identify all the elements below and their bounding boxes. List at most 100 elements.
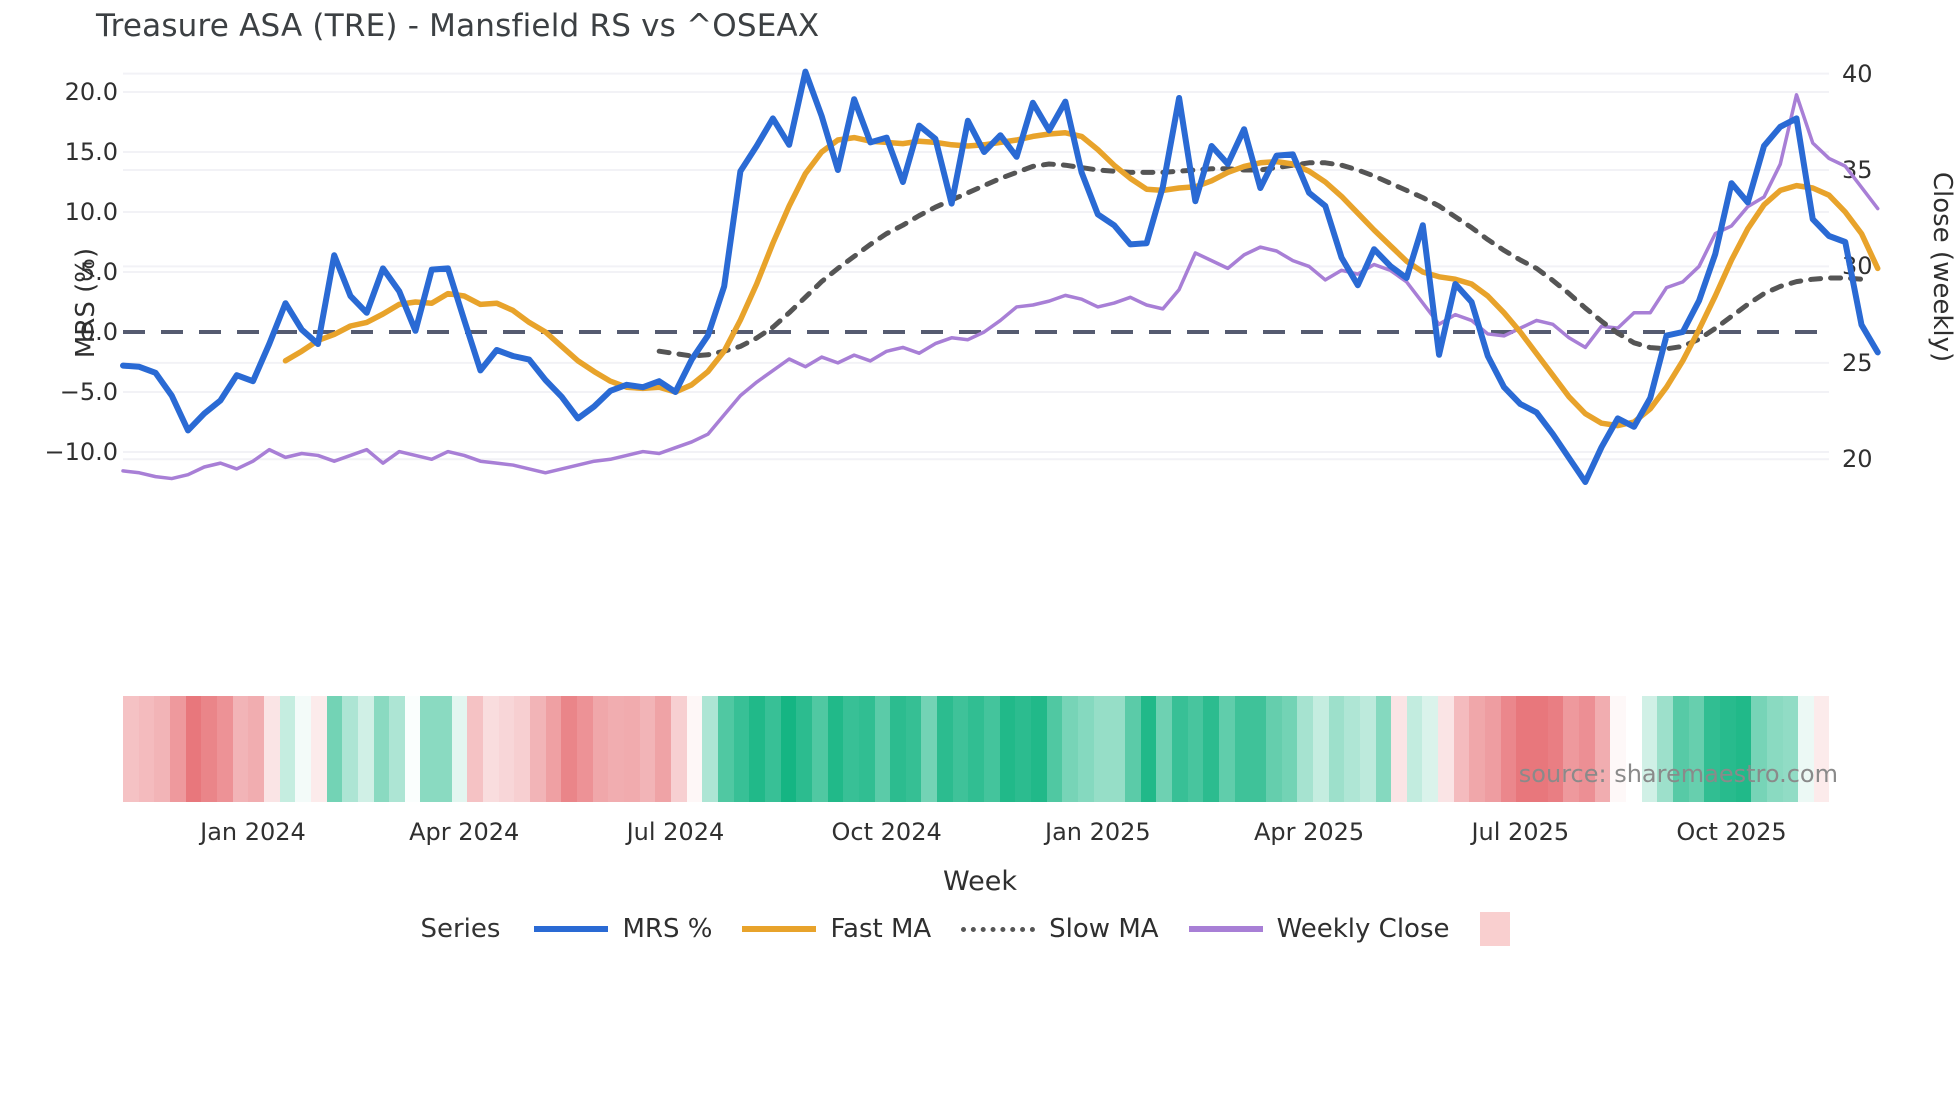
heat-band-cell (530, 696, 546, 802)
heat-band-cell (326, 696, 343, 802)
heat-band-cell (169, 696, 186, 802)
heat-band-cell (686, 696, 703, 802)
heat-band-cell (1093, 696, 1110, 802)
heat-band-cell (764, 696, 781, 802)
heat-band-cell (1328, 696, 1345, 802)
y-axis-left-tick: 15.0 (64, 138, 118, 166)
x-axis-tick: Oct 2024 (831, 818, 942, 846)
heat-band-cell (1250, 696, 1266, 802)
heat-band-cell (138, 696, 155, 802)
heat-band-cell (1704, 696, 1720, 802)
heat-band-cell (1156, 696, 1172, 802)
y-axis-left-tick: −10.0 (44, 438, 118, 466)
legend-entry[interactable]: MRS % (534, 914, 712, 944)
chart-legend: Series MRS % Fast MA Slow MA Weekly Close (0, 912, 1960, 946)
heat-band-cell (905, 696, 922, 802)
heat-band-cell (451, 696, 468, 802)
heat-band-cell (1532, 696, 1548, 802)
heat-band-cell (1657, 696, 1673, 802)
heat-band-cell (1391, 696, 1407, 802)
heat-band-cell (436, 696, 452, 802)
heat-band-cell (1265, 696, 1282, 802)
y-axis-left-tick: 5.0 (79, 258, 118, 286)
heat-band-cell (1062, 696, 1079, 802)
heat-band-cell (858, 696, 875, 802)
heat-band-cell (263, 696, 280, 802)
heat-band-cell (843, 696, 859, 802)
heat-band-cell (123, 696, 139, 802)
x-axis-tick: Oct 2025 (1676, 818, 1787, 846)
heat-band-cell (232, 696, 249, 802)
heat-band-cell (1234, 696, 1251, 802)
heat-band-cell (968, 696, 985, 802)
legend-label: Weekly Close (1276, 914, 1450, 944)
legend-entry[interactable]: Fast MA (742, 914, 931, 944)
heat-band-cell (624, 696, 640, 802)
heat-band-cell (1485, 696, 1501, 802)
heat-band-cell (1735, 696, 1752, 802)
heat-band-cell (310, 696, 327, 802)
heat-band-cell (373, 696, 390, 802)
legend-label: Slow MA (1049, 914, 1159, 944)
heat-band-cell (780, 696, 797, 802)
heat-band-cell (984, 696, 1000, 802)
heat-band-cell (1015, 696, 1032, 802)
heat-band-cell (216, 696, 233, 802)
heat-band-cell (1109, 696, 1125, 802)
heat-band-cell (655, 696, 671, 802)
heat-band-cell (514, 696, 531, 802)
heat-band-cell (937, 696, 953, 802)
heat-band-cell (952, 696, 969, 802)
heat-band-cell (561, 696, 578, 802)
heat-band-cell (1626, 696, 1642, 802)
heat-band-cell (1766, 696, 1783, 802)
heat-band-cell (1078, 696, 1094, 802)
heat-band-cell (1798, 696, 1814, 802)
heat-band-cell (1500, 696, 1517, 802)
heat-band-cell (811, 696, 828, 802)
legend-swatch-heat-box (1479, 912, 1510, 946)
heat-band-cell (999, 696, 1016, 802)
heat-band-cell (1516, 696, 1533, 802)
heat-band-cell (279, 696, 296, 802)
x-axis-tick: Jan 2025 (1044, 818, 1151, 846)
legend-entry[interactable]: Weekly Close (1188, 914, 1450, 944)
heat-band-cell (874, 696, 891, 802)
heat-band-cell (1203, 696, 1219, 802)
legend-swatch-line (534, 926, 609, 932)
heat-band-cell (733, 696, 750, 802)
heat-band-cell (1719, 696, 1736, 802)
heat-band-cell (1171, 696, 1188, 802)
heat-band-cell (1579, 696, 1595, 802)
series-line-weekly-close (121, 93, 1880, 481)
heat-band-cell (1312, 696, 1329, 802)
x-axis-tick: Apr 2025 (1253, 818, 1365, 846)
heat-band-cell (1281, 696, 1298, 802)
y-axis-left-tick: −5.0 (59, 378, 118, 406)
heat-band-cell (749, 696, 765, 802)
heat-band-cell (154, 696, 170, 802)
heat-band-cell (921, 696, 938, 802)
heat-band-cell (890, 696, 906, 802)
heat-band-cell (1359, 696, 1376, 802)
heat-band-cell (1406, 696, 1423, 802)
heat-band-cell (1547, 696, 1564, 802)
heat-band-cell (545, 696, 562, 802)
heat-band-cell (1125, 696, 1141, 802)
heat-band-cell (248, 696, 264, 802)
heat-band-cell (1813, 696, 1829, 802)
heat-band-cell (670, 696, 687, 802)
legend-swatch-line (1188, 926, 1263, 932)
heat-band-cell (592, 696, 609, 802)
heat-band-cell (1375, 696, 1392, 802)
heat-band-cell (577, 696, 593, 802)
heat-band-cell (498, 696, 515, 802)
x-axis-tick: Jul 2025 (1471, 818, 1570, 846)
legend-entry[interactable] (1479, 912, 1510, 946)
heat-band-cell (201, 696, 217, 802)
heat-band-cell (467, 696, 484, 802)
heat-band-cell (796, 696, 812, 802)
heat-band-cell (1610, 696, 1626, 802)
legend-entry[interactable]: Slow MA (961, 914, 1159, 944)
